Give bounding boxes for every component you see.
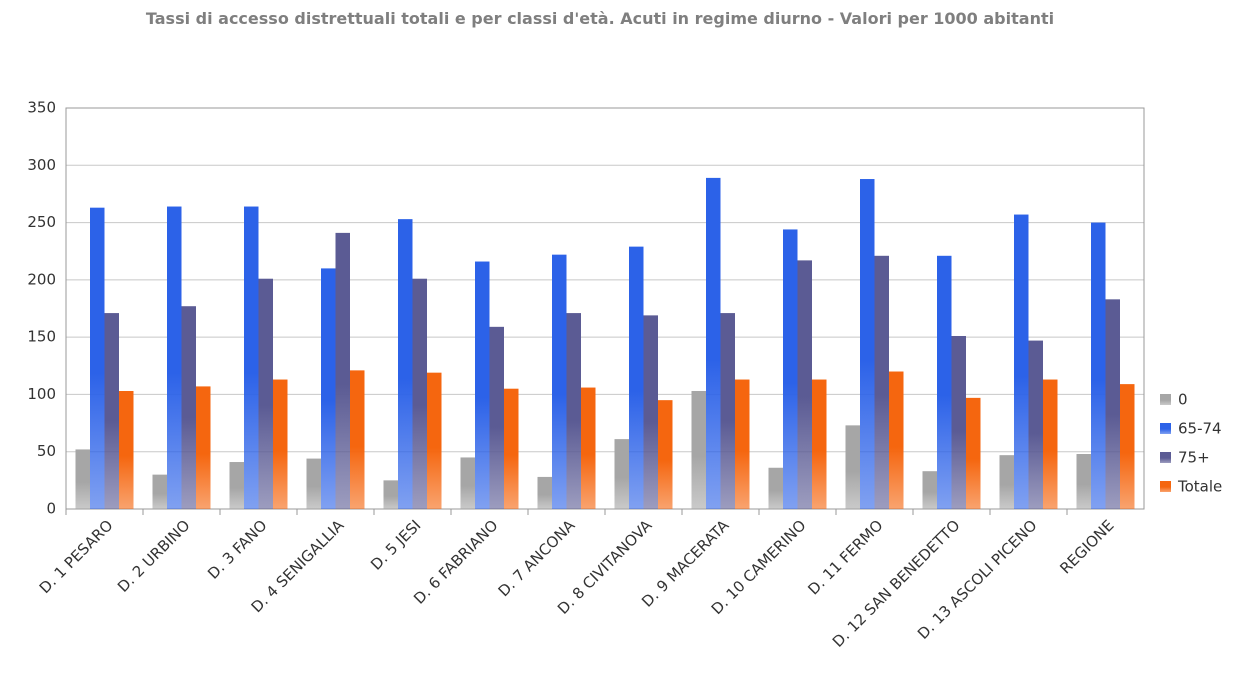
bar [1043, 379, 1058, 509]
bar [306, 458, 321, 509]
bar [350, 370, 365, 509]
y-tick-label: 0 [46, 500, 56, 518]
bar [75, 449, 90, 509]
bar [152, 474, 167, 509]
bar [119, 390, 134, 509]
legend-swatch [1160, 394, 1171, 405]
bar [783, 229, 798, 509]
y-tick-label: 50 [37, 442, 56, 460]
bar [460, 457, 475, 509]
legend-swatch [1160, 452, 1171, 463]
bar [951, 335, 966, 509]
bar [735, 379, 750, 509]
bar [1105, 299, 1120, 509]
bar [614, 439, 629, 509]
bar [229, 462, 244, 509]
bar [181, 306, 196, 509]
y-tick-label: 100 [27, 385, 56, 403]
x-tick-label: D. 12 SAN BENEDETTO [829, 516, 964, 651]
x-tick-label: D. 1 PESARO [36, 516, 117, 597]
bar [1028, 340, 1043, 509]
plot-frame [65, 107, 1145, 510]
bar [566, 313, 581, 509]
legend-label: 75+ [1178, 449, 1210, 467]
bar [643, 315, 658, 509]
bar [1076, 454, 1091, 509]
legend-label: 0 [1178, 391, 1188, 409]
legend-swatch [1160, 423, 1171, 434]
y-tick-label: 350 [27, 99, 56, 117]
bar [504, 388, 519, 509]
bar [860, 179, 875, 509]
bar [768, 467, 783, 509]
bar [167, 206, 182, 509]
bar [258, 278, 273, 509]
bar [412, 278, 427, 509]
x-tick-label: REGIONE [1056, 516, 1117, 577]
bar [629, 246, 644, 510]
bar [845, 425, 860, 509]
y-tick-label: 300 [27, 156, 56, 174]
chart-title: Tassi di accesso distrettuali totali e p… [145, 9, 1055, 28]
bar [706, 177, 721, 510]
x-tick-label: D. 3 FANO [204, 516, 270, 582]
bar [1091, 222, 1106, 510]
bar [90, 207, 105, 510]
y-tick-label: 250 [27, 213, 56, 231]
bar [537, 476, 552, 509]
bar [398, 219, 413, 510]
bar [475, 261, 490, 509]
bar [244, 206, 259, 509]
bar [104, 313, 119, 509]
bar [581, 387, 596, 509]
bar [691, 390, 706, 509]
bar [889, 371, 904, 509]
bar [1014, 214, 1029, 509]
bar [720, 313, 735, 509]
y-tick-label: 200 [27, 270, 56, 288]
x-tick-label: D. 6 FABRIANO [410, 516, 501, 607]
x-tick-label: D. 7 ANCONA [495, 516, 579, 600]
bar [922, 471, 937, 509]
bar [812, 379, 827, 509]
bar [273, 379, 288, 509]
bar [383, 480, 398, 509]
y-tick-label: 150 [27, 328, 56, 346]
x-tick-label: D. 11 FERMO [804, 516, 886, 598]
bar [999, 455, 1014, 509]
legend-swatch [1160, 481, 1171, 492]
bar [552, 254, 567, 509]
x-tick-label: D. 2 URBINO [114, 516, 194, 596]
bar [321, 268, 336, 509]
bar [335, 232, 350, 509]
bar [489, 326, 504, 509]
bar [797, 260, 812, 509]
bar [196, 386, 211, 509]
legend-label: 65-74 [1178, 420, 1222, 438]
bar [1120, 384, 1135, 509]
bar [427, 372, 442, 509]
x-tick-label: D. 5 JESI [367, 516, 424, 573]
legend-label: Totale [1177, 478, 1222, 496]
bar [966, 397, 981, 509]
bar [874, 255, 889, 509]
bar [658, 400, 673, 509]
bar [937, 255, 952, 509]
